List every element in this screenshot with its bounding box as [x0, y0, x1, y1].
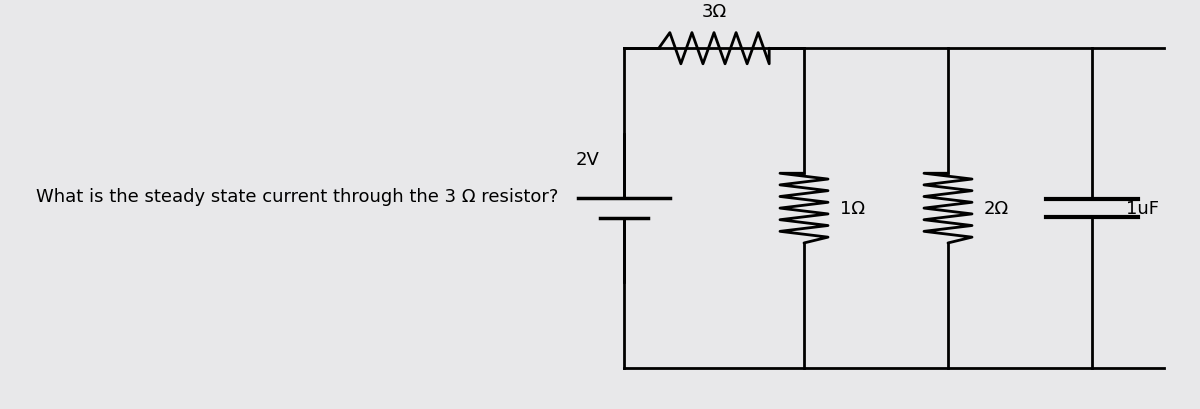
- Text: 2V: 2V: [576, 151, 600, 169]
- Text: What is the steady state current through the 3 Ω resistor?: What is the steady state current through…: [36, 187, 558, 205]
- Text: 3Ω: 3Ω: [702, 3, 726, 21]
- Text: 2Ω: 2Ω: [984, 200, 1009, 218]
- Text: 1uF: 1uF: [1126, 200, 1159, 218]
- Text: 1Ω: 1Ω: [840, 200, 865, 218]
